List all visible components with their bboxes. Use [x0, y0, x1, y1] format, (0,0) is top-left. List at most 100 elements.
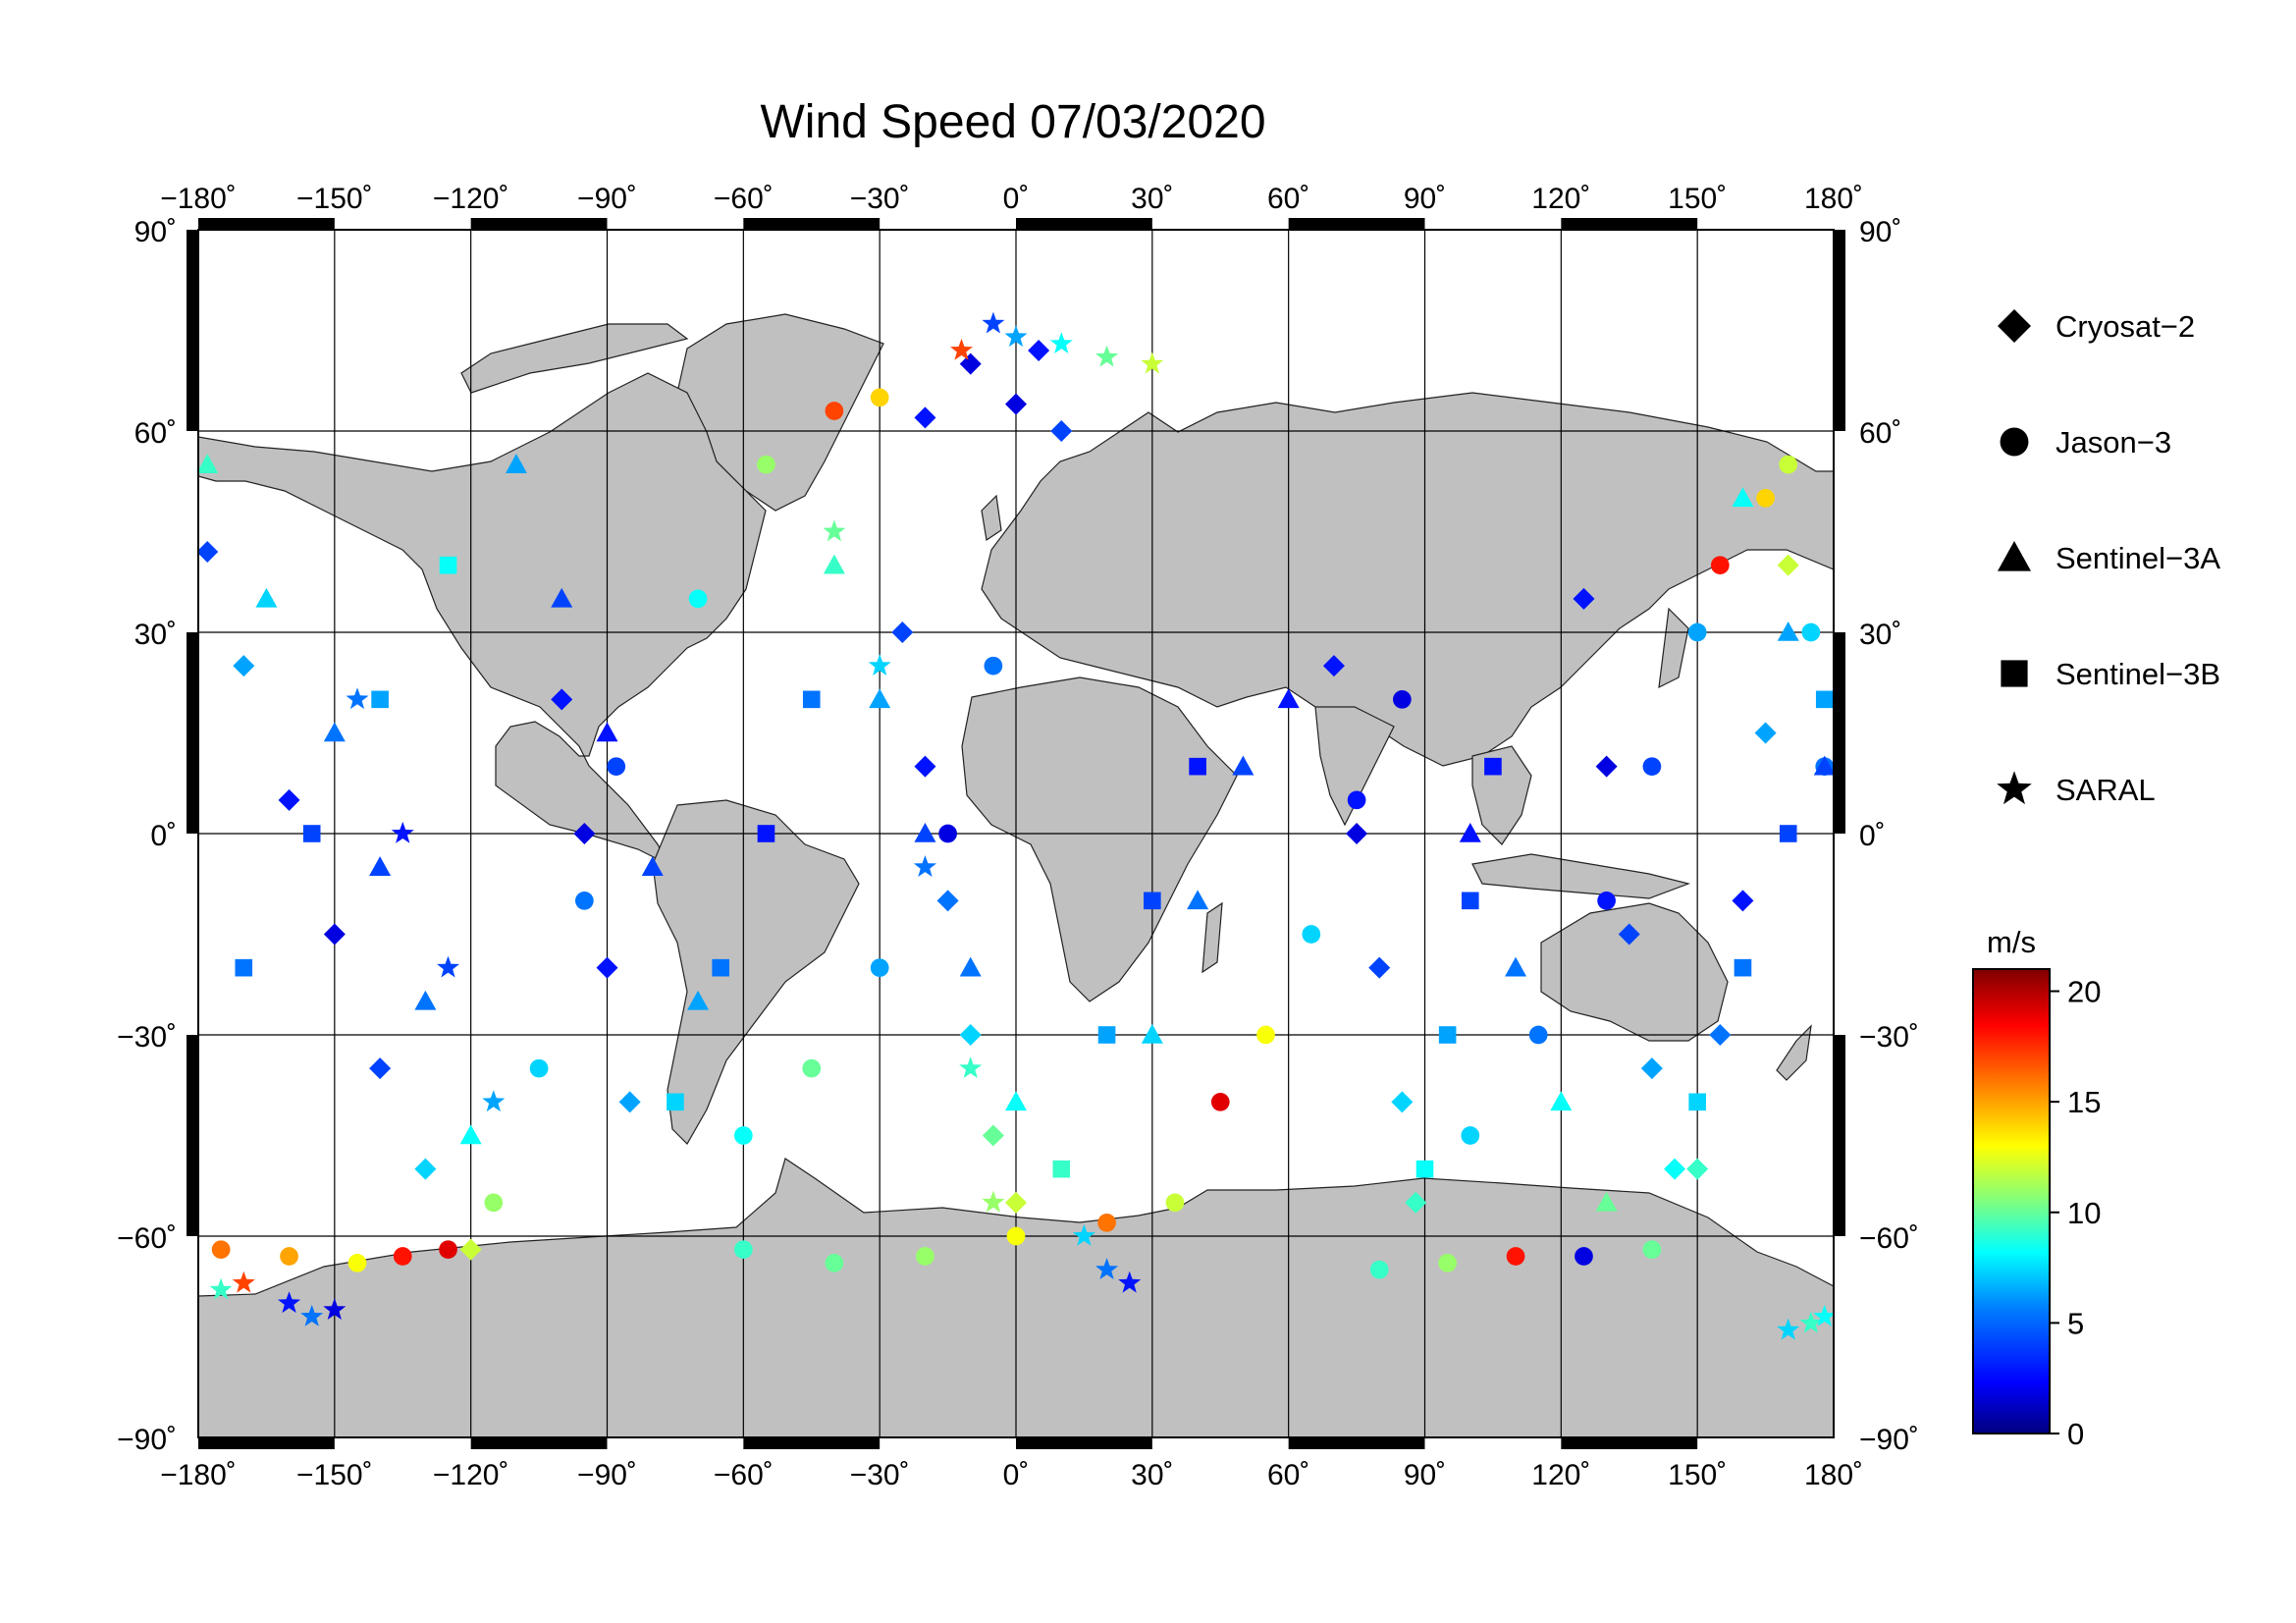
lat-tick-label: −60˚	[117, 1222, 177, 1255]
saral-point	[1118, 1271, 1142, 1293]
frame-segment	[1288, 218, 1425, 230]
lon-tick-label: 0˚	[1003, 183, 1030, 215]
saral-point	[982, 1190, 1005, 1213]
sentinel-3a-point	[255, 587, 278, 608]
sentinel-3b-point	[302, 825, 321, 842]
lon-tick-label: −120˚	[433, 1459, 509, 1491]
colorbar-unit-label: m/s	[1987, 925, 2036, 959]
sentinel-3a-point	[1777, 622, 1799, 641]
sentinel-3b-point	[1734, 958, 1752, 977]
jason-3-point	[802, 1058, 822, 1078]
latitude-labels-left: 90˚ 60˚ 30˚ 0˚ −30˚ −60˚ −90˚	[117, 216, 177, 1456]
cryosat-2-point	[1640, 1057, 1663, 1080]
frame-segment	[187, 1035, 198, 1236]
lon-tick-label: 120˚	[1531, 183, 1590, 215]
sentinel-3b-point	[1144, 892, 1161, 910]
saral-point	[300, 1304, 324, 1326]
sentinel-3a-point	[1141, 1024, 1163, 1044]
longitude-labels-top: −180˚ −150˚ −120˚ −90˚ −60˚ −30˚ 0˚ 30˚ 60˚ 90˚ 12…	[160, 183, 1863, 215]
cryosat-2-point	[573, 823, 596, 844]
colorbar-tick-label: 0	[2067, 1417, 2084, 1451]
jason-3-point	[280, 1247, 298, 1266]
lon-tick-label: −150˚	[296, 183, 373, 215]
sentinel-3a-point	[414, 990, 437, 1010]
cryosat-2-point	[551, 688, 573, 711]
jason-3-point	[347, 1253, 367, 1272]
saral-point	[1095, 345, 1119, 367]
cryosat-2-point	[198, 541, 219, 563]
sentinel-3a-point	[687, 990, 710, 1010]
lon-tick-label: −30˚	[850, 183, 910, 215]
jason-3-point	[1165, 1193, 1185, 1213]
cryosat-2-point	[1028, 340, 1050, 361]
lon-tick-label: 180˚	[1804, 1459, 1863, 1491]
cryosat-2-point	[914, 406, 936, 429]
jason-3-point	[1597, 891, 1616, 910]
saral-point	[982, 311, 1005, 334]
lat-tick-label: 30˚	[134, 619, 177, 651]
saral-point	[1799, 1311, 1823, 1333]
lon-tick-label: 150˚	[1668, 183, 1727, 215]
cryosat-2-point	[233, 655, 255, 677]
sentinel-3b-point	[1484, 757, 1502, 776]
sentinel-3a-point	[1459, 823, 1481, 842]
legend-square-icon	[2001, 660, 2028, 687]
sentinel-3b-point	[1688, 1093, 1706, 1111]
jason-3-point	[1528, 1025, 1548, 1045]
jason-3-point	[733, 1240, 753, 1260]
cryosat-2-point	[982, 1124, 1004, 1147]
cryosat-2-point	[891, 622, 914, 643]
lat-tick-label: 0˚	[1859, 820, 1886, 852]
jason-3-point	[870, 958, 889, 978]
uk-islands	[981, 494, 1002, 542]
cryosat-2-point	[1777, 554, 1799, 576]
frame-checker-border	[187, 218, 1845, 1449]
sentinel-3a-point	[1277, 688, 1300, 709]
lon-tick-label: 150˚	[1668, 1459, 1727, 1491]
sentinel-3b-point	[439, 556, 457, 574]
frame-segment	[1288, 1437, 1425, 1449]
legend-label: Sentinel−3B	[2056, 657, 2220, 691]
frame-segment	[1834, 230, 1845, 431]
cryosat-2-point	[1595, 755, 1618, 778]
legend-diamond-icon	[1998, 309, 2031, 343]
cryosat-2-point	[1664, 1158, 1686, 1180]
jason-3-point	[1097, 1213, 1116, 1232]
sentinel-3a-point	[505, 454, 527, 473]
saral-point	[437, 955, 459, 978]
colorbar-ticks: 20 15 10 5 0	[2050, 975, 2101, 1451]
lon-tick-label: 0˚	[1003, 1459, 1030, 1491]
sentinel-3b-point	[1461, 892, 1479, 910]
jason-3-point	[938, 824, 957, 843]
sentinel-3a-point	[1187, 890, 1209, 910]
colorbar: m/s	[1972, 925, 2051, 1434]
cryosat-2-point	[1686, 1158, 1709, 1180]
jason-3-point	[1393, 689, 1412, 709]
frame-segment	[198, 218, 335, 230]
legend-label: Cryosat−2	[2056, 309, 2195, 344]
cryosat-2-point	[1050, 420, 1073, 442]
cryosat-2-point	[959, 352, 982, 375]
saral-point	[1004, 325, 1028, 348]
cryosat-2-point	[1346, 823, 1368, 844]
australia-landmass	[1540, 902, 1729, 1042]
frame-segment	[743, 1437, 881, 1449]
lon-tick-label: −60˚	[714, 1459, 774, 1491]
frame-segment	[743, 218, 881, 230]
sentinel-3a-point	[1595, 1191, 1618, 1212]
cryosat-2-point	[1005, 393, 1027, 415]
sentinel-3a-point	[551, 587, 573, 608]
lon-tick-label: −120˚	[433, 183, 509, 215]
cryosat-2-point	[369, 1057, 392, 1080]
cryosat-2-point	[1709, 1024, 1732, 1046]
sentinel-3a-point	[323, 722, 346, 742]
sentinel-3b-point	[757, 825, 775, 842]
cryosat-2-point	[1405, 1191, 1427, 1214]
sentinel-3a-point	[914, 823, 936, 842]
saral-point	[482, 1090, 506, 1112]
lon-tick-label: −180˚	[160, 1459, 237, 1491]
canadian-arctic-islands	[460, 323, 689, 394]
new-zealand-landmass	[1776, 1024, 1812, 1081]
sentinel-3a-point	[641, 856, 664, 876]
satellite-legend: Cryosat−2 Jason−3 Sentinel−3A Sentinel−3B SA…	[1997, 309, 2220, 807]
